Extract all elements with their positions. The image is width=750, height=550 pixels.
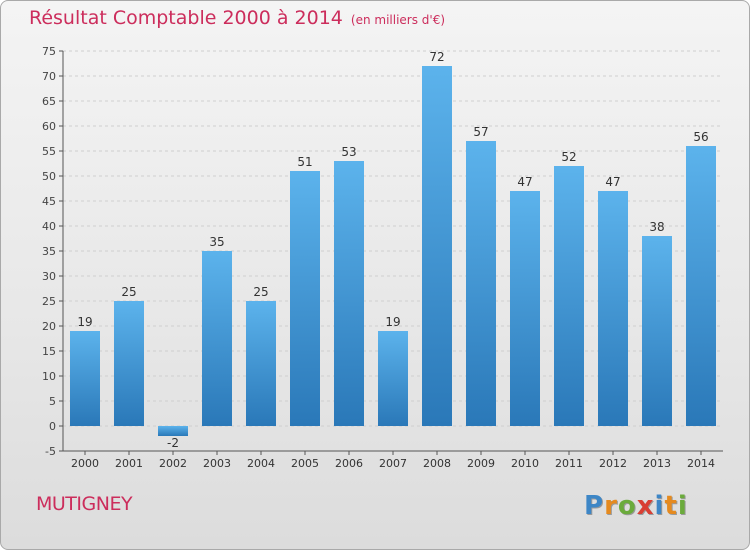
bar [158, 426, 188, 436]
bar [70, 331, 100, 426]
data-label: 57 [473, 125, 488, 139]
y-tick-label: 70 [42, 70, 56, 83]
y-tick-label: 20 [42, 320, 56, 333]
logo-letter: i [654, 491, 665, 521]
chart-title-text: Résultat Comptable 2000 à 2014 [29, 7, 343, 29]
x-tick-label: 2011 [555, 457, 583, 470]
logo-letter: P [584, 491, 605, 521]
bar [554, 166, 584, 426]
bar [378, 331, 408, 426]
bar [422, 66, 452, 426]
data-label: 56 [693, 130, 708, 144]
bar [114, 301, 144, 426]
bar [246, 301, 276, 426]
x-tick-label: 2001 [115, 457, 143, 470]
data-label: 47 [605, 175, 620, 189]
y-tick-label: 45 [42, 195, 56, 208]
x-tick-label: 2014 [687, 457, 715, 470]
y-tick-label: 30 [42, 270, 56, 283]
bar [510, 191, 540, 426]
x-tick-label: 2005 [291, 457, 319, 470]
y-tick-label: 50 [42, 170, 56, 183]
data-label: 19 [385, 315, 400, 329]
data-label: 52 [561, 150, 576, 164]
data-label: 38 [649, 220, 664, 234]
data-label: 25 [253, 285, 268, 299]
y-tick-label: 10 [42, 370, 56, 383]
logo-letter: i [677, 491, 688, 521]
logo-letter: r [604, 491, 618, 521]
x-tick-label: 2007 [379, 457, 407, 470]
bar [466, 141, 496, 426]
bar [598, 191, 628, 426]
proxiti-logo: Proxiti [584, 491, 688, 521]
y-tick-label: 75 [42, 45, 56, 58]
data-label: 53 [341, 145, 356, 159]
y-tick-label: 0 [49, 420, 56, 433]
y-tick-label: 35 [42, 245, 56, 258]
x-tick-label: 2006 [335, 457, 363, 470]
chart-subtitle: (en milliers d'€) [350, 13, 446, 27]
data-label: 25 [121, 285, 136, 299]
y-tick-label: 40 [42, 220, 56, 233]
x-tick-label: 2010 [511, 457, 539, 470]
x-tick-label: 2012 [599, 457, 627, 470]
x-tick-label: 2009 [467, 457, 495, 470]
bar [202, 251, 232, 426]
y-tick-label: 65 [42, 95, 56, 108]
x-tick-label: 2002 [159, 457, 187, 470]
x-tick-label: 2013 [643, 457, 671, 470]
logo-letter: t [664, 491, 678, 521]
y-tick-label: -5 [45, 445, 56, 458]
chart-title: Résultat Comptable 2000 à 2014 (en millie… [29, 7, 445, 29]
y-tick-label: 5 [49, 395, 56, 408]
data-label: 51 [297, 155, 312, 169]
data-label: 47 [517, 175, 532, 189]
y-tick-label: 15 [42, 345, 56, 358]
place-name: MUTIGNEY [36, 493, 133, 515]
y-tick-label: 60 [42, 120, 56, 133]
bar [290, 171, 320, 426]
x-tick-label: 2000 [71, 457, 99, 470]
bar [642, 236, 672, 426]
y-tick-label: 55 [42, 145, 56, 158]
logo-letter: x [636, 491, 655, 521]
bar [334, 161, 364, 426]
data-label: 19 [77, 315, 92, 329]
bar [686, 146, 716, 426]
x-tick-label: 2003 [203, 457, 231, 470]
data-label: 35 [209, 235, 224, 249]
x-tick-label: 2004 [247, 457, 275, 470]
data-label: 72 [429, 50, 444, 64]
x-tick-label: 2008 [423, 457, 451, 470]
logo-letter: o [617, 491, 637, 521]
data-label: -2 [167, 436, 179, 450]
y-tick-label: 25 [42, 295, 56, 308]
